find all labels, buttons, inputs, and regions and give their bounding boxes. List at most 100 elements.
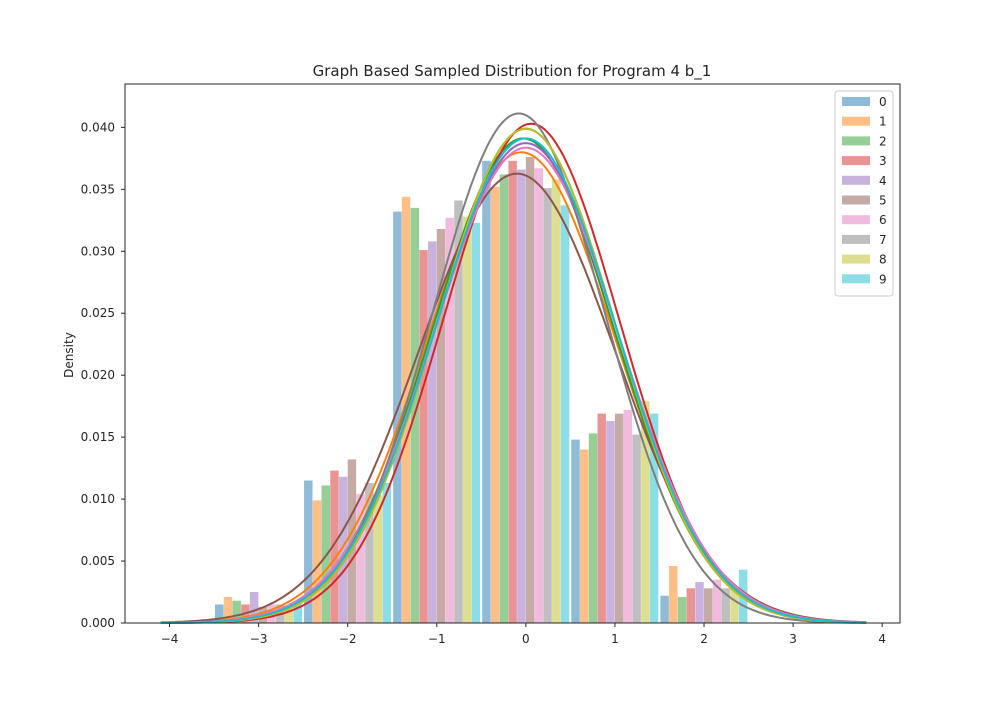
bar-series-3-bin-3 [508,160,517,623]
bar-series-9-bin-2 [471,222,481,623]
y-tick-label: 0.015 [81,430,115,444]
y-tick-label: 0.025 [81,306,115,320]
bar-series-2-bin-0 [232,600,241,623]
bar-series-8-bin-3 [552,179,561,623]
kde-layer [160,112,867,624]
kde-line-series-9 [160,137,867,624]
bar-series-7-bin-2 [454,200,463,623]
legend-swatch-6 [842,215,870,225]
bar-series-7-bin-5 [721,588,730,623]
legend-label-9: 9 [879,272,887,286]
legend-label-2: 2 [879,134,887,148]
bar-series-6-bin-3 [534,168,544,623]
legend-swatch-4 [842,175,870,185]
bar-series-6-bin-1 [356,494,365,623]
x-tick-label: 2 [700,632,708,646]
legend-swatch-8 [842,254,870,264]
bar-series-6-bin-4 [623,409,633,623]
x-tick-label: 0 [522,632,530,646]
bar-series-7-bin-4 [632,434,641,623]
x-tick-label: −1 [428,632,446,646]
kde-line-series-6 [160,146,867,624]
bar-series-9-bin-0 [293,603,303,623]
legend-swatch-2 [842,136,870,146]
bar-series-5-bin-4 [614,413,624,623]
legend-swatch-3 [842,156,870,166]
bar-series-4-bin-4 [606,421,615,623]
x-tick-label: 1 [611,632,619,646]
bar-series-5-bin-5 [704,588,713,623]
bar-series-5-bin-2 [436,228,446,623]
legend-swatch-1 [842,116,870,126]
bar-series-8-bin-4 [641,401,650,623]
bar-series-1-bin-5 [669,566,678,623]
bar-series-3-bin-5 [686,588,696,623]
y-tick-label: 0.020 [81,368,115,382]
kde-line-series-8 [160,127,867,624]
bar-series-3-bin-2 [419,250,428,624]
bar-series-1-bin-4 [580,449,589,623]
bar-series-5-bin-3 [525,157,535,624]
bar-series-8-bin-2 [462,216,472,623]
bar-series-2-bin-4 [588,433,598,623]
bar-series-4-bin-2 [428,241,437,624]
chart-title: Graph Based Sampled Distribution for Pro… [313,62,712,81]
legend-label-8: 8 [879,253,887,267]
bar-series-2-bin-5 [677,596,687,623]
bar-series-9-bin-3 [560,205,570,623]
legend-label-0: 0 [879,95,887,109]
x-axis: −4 −3 −2 −1 0 1 2 3 4 [161,623,886,646]
bar-series-4-bin-0 [249,592,259,623]
legend-label-7: 7 [879,233,887,247]
bar-series-7-bin-3 [543,188,552,623]
bar-series-0-bin-4 [571,439,580,623]
y-tick-label: 0.000 [81,616,115,630]
x-tick-label: −3 [250,632,268,646]
bar-series-0-bin-2 [393,211,402,623]
bar-series-4-bin-3 [517,169,526,623]
bar-series-9-bin-4 [649,413,659,623]
y-tick-label: 0.035 [81,182,115,196]
bar-series-0-bin-0 [214,604,224,623]
legend-label-4: 4 [879,174,887,188]
legend-swatch-5 [842,195,870,205]
y-tick-label: 0.030 [81,244,115,258]
x-tick-label: 4 [878,632,886,646]
legend-swatch-0 [842,97,870,106]
legend-label-5: 5 [879,194,887,208]
bar-series-1-bin-0 [223,596,233,623]
bar-series-0-bin-3 [482,160,491,623]
bar-series-4-bin-1 [338,476,348,623]
plot-frame [124,83,901,624]
bar-series-6-bin-5 [712,579,722,623]
bar-series-9-bin-1 [382,482,392,623]
bar-series-3-bin-4 [597,413,606,623]
y-tick-label: 0.040 [81,120,115,134]
y-axis: 0.000 0.005 0.010 0.015 0.020 0.025 0.030 0.035… [81,120,125,630]
y-tick-label: 0.010 [81,492,115,506]
bar-series-0-bin-1 [304,480,313,623]
bar-series-2-bin-1 [321,485,330,623]
legend-label-3: 3 [879,154,887,168]
bar-series-0-bin-5 [660,595,669,623]
bar-series-6-bin-2 [445,217,454,623]
bar-series-3-bin-1 [330,470,339,623]
bar-series-1-bin-1 [312,500,322,623]
x-tick-label: −4 [161,632,179,646]
legend-label-6: 6 [879,213,887,227]
bar-series-8-bin-5 [730,588,739,623]
legend-swatch-9 [842,274,870,284]
bar-series-4-bin-5 [695,582,704,623]
bar-series-2-bin-3 [499,174,509,623]
bars-layer [214,157,748,624]
bar-series-8-bin-0 [284,608,294,623]
y-tick-label: 0.005 [81,554,115,568]
x-tick-label: 3 [789,632,797,646]
y-axis-label: Density [62,332,76,378]
legend: 0 1 2 3 4 5 6 7 8 9 [834,90,894,297]
legend-swatch-7 [842,234,870,244]
x-tick-label: −2 [339,632,357,646]
legend-label-1: 1 [879,115,887,129]
